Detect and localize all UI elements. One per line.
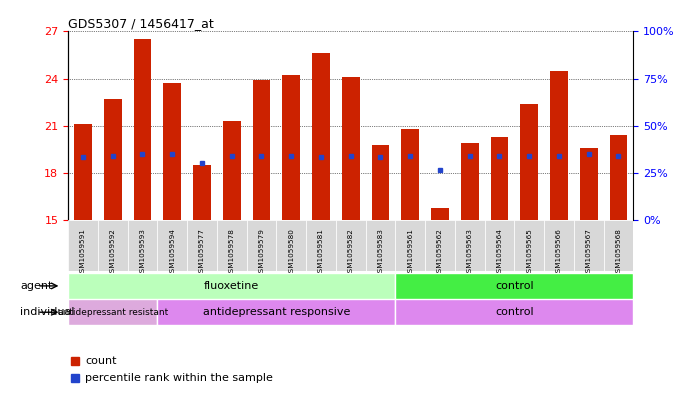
Text: GSM1059582: GSM1059582 xyxy=(348,228,353,277)
Bar xyxy=(104,99,122,220)
Text: GSM1059565: GSM1059565 xyxy=(526,228,533,277)
Text: control: control xyxy=(495,307,534,317)
Bar xyxy=(336,220,366,271)
Bar xyxy=(425,220,455,271)
Bar xyxy=(223,121,240,220)
Text: GSM1059594: GSM1059594 xyxy=(169,228,175,277)
Bar xyxy=(157,299,396,325)
Text: GSM1059580: GSM1059580 xyxy=(288,228,294,277)
Text: agent: agent xyxy=(20,281,52,291)
Bar xyxy=(253,80,270,220)
Bar xyxy=(68,299,157,325)
Bar xyxy=(283,75,300,220)
Bar xyxy=(603,220,633,271)
Bar xyxy=(306,220,336,271)
Bar xyxy=(193,165,211,220)
Text: GSM1059577: GSM1059577 xyxy=(199,228,205,277)
Text: GSM1059566: GSM1059566 xyxy=(556,228,562,277)
Bar xyxy=(396,273,633,299)
Text: control: control xyxy=(495,281,534,291)
Bar xyxy=(276,220,306,271)
Text: GSM1059578: GSM1059578 xyxy=(229,228,235,277)
Bar xyxy=(550,71,568,220)
Bar xyxy=(74,124,92,220)
Text: individual: individual xyxy=(20,307,74,317)
Bar xyxy=(396,299,633,325)
Bar xyxy=(396,220,425,271)
Bar xyxy=(514,220,544,271)
Text: GSM1059563: GSM1059563 xyxy=(466,228,473,277)
Text: GSM1059567: GSM1059567 xyxy=(586,228,592,277)
Bar xyxy=(544,220,574,271)
Text: GSM1059593: GSM1059593 xyxy=(140,228,146,277)
Bar xyxy=(490,137,509,220)
Bar xyxy=(133,39,151,220)
Bar xyxy=(342,77,360,220)
Bar xyxy=(163,83,181,220)
Text: GSM1059591: GSM1059591 xyxy=(80,228,86,277)
Bar xyxy=(68,220,98,271)
Text: percentile rank within the sample: percentile rank within the sample xyxy=(85,373,273,383)
Text: GSM1059579: GSM1059579 xyxy=(259,228,264,277)
Text: antidepressant resistant: antidepressant resistant xyxy=(58,308,168,317)
Bar xyxy=(127,220,157,271)
Bar xyxy=(187,220,217,271)
Bar xyxy=(455,220,485,271)
Text: GSM1059583: GSM1059583 xyxy=(377,228,383,277)
Bar xyxy=(247,220,276,271)
Bar xyxy=(580,148,598,220)
Text: antidepressant responsive: antidepressant responsive xyxy=(203,307,350,317)
Bar xyxy=(157,220,187,271)
Text: GSM1059568: GSM1059568 xyxy=(616,228,622,277)
Text: GDS5307 / 1456417_at: GDS5307 / 1456417_at xyxy=(68,17,214,30)
Text: GSM1059581: GSM1059581 xyxy=(318,228,324,277)
Bar xyxy=(431,208,449,220)
Text: count: count xyxy=(85,356,116,366)
Bar xyxy=(372,145,390,220)
Bar xyxy=(98,220,127,271)
Text: GSM1059561: GSM1059561 xyxy=(407,228,413,277)
Bar xyxy=(401,129,419,220)
Bar xyxy=(520,104,538,220)
Bar xyxy=(366,220,396,271)
Bar xyxy=(485,220,514,271)
Bar xyxy=(312,53,330,220)
Text: GSM1059564: GSM1059564 xyxy=(496,228,503,277)
Text: GSM1059562: GSM1059562 xyxy=(437,228,443,277)
Bar xyxy=(68,273,396,299)
Text: GSM1059592: GSM1059592 xyxy=(110,228,116,277)
Bar xyxy=(461,143,479,220)
Bar xyxy=(217,220,247,271)
Bar xyxy=(574,220,603,271)
Bar xyxy=(609,135,627,220)
Text: fluoxetine: fluoxetine xyxy=(204,281,259,291)
